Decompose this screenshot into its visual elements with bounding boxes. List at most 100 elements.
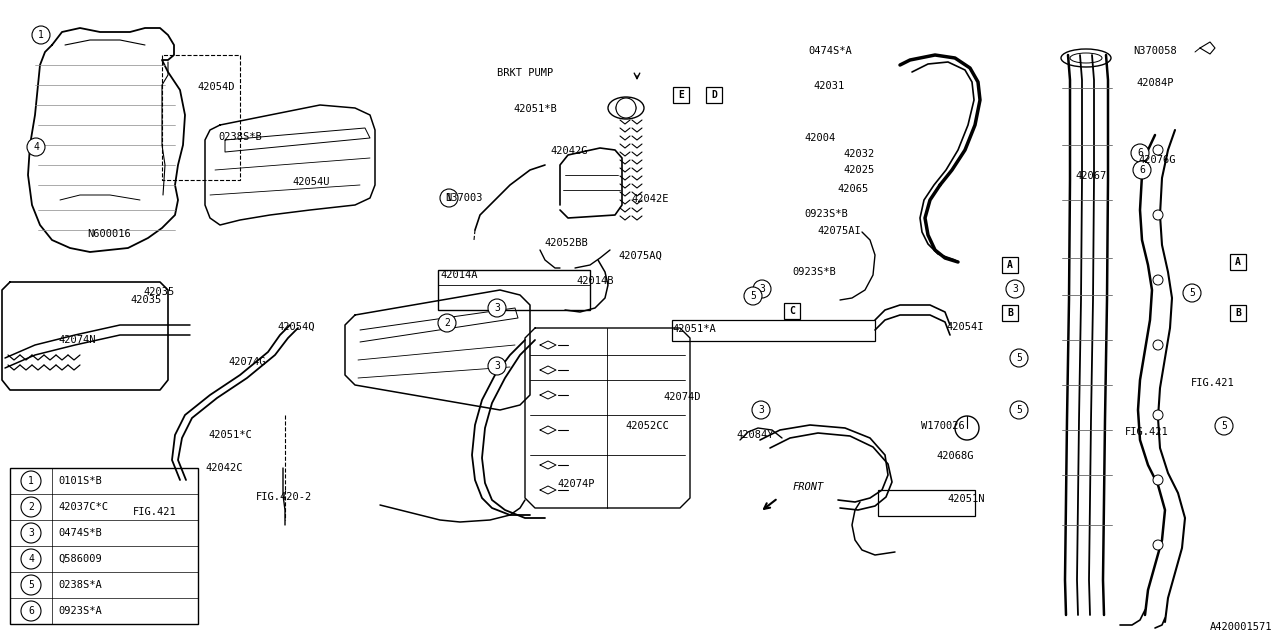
Bar (1002, 305, 1018, 321)
Text: 42067: 42067 (1075, 171, 1106, 181)
Text: 1: 1 (445, 193, 452, 203)
Circle shape (20, 575, 41, 595)
Text: 0923S*B: 0923S*B (792, 267, 836, 277)
Text: B: B (1235, 308, 1240, 318)
Text: 42075AI: 42075AI (817, 226, 860, 236)
Bar (438, 270, 590, 310)
Text: FIG.420-2: FIG.420-2 (256, 492, 312, 502)
Circle shape (1006, 280, 1024, 298)
Text: 42031: 42031 (813, 81, 845, 91)
Text: 42054U: 42054U (292, 177, 329, 187)
Bar (707, 87, 722, 103)
Text: 42025: 42025 (844, 165, 874, 175)
Text: 3: 3 (494, 361, 500, 371)
Text: A: A (1235, 257, 1240, 267)
Text: 42051N: 42051N (947, 494, 984, 504)
Text: 2: 2 (444, 318, 451, 328)
Circle shape (1153, 145, 1164, 155)
Circle shape (1010, 349, 1028, 367)
Text: 42052CC: 42052CC (625, 421, 668, 431)
Text: 0238S*A: 0238S*A (58, 580, 101, 590)
Bar (672, 320, 876, 341)
Text: 42052BB: 42052BB (544, 238, 588, 248)
Text: 3: 3 (758, 405, 764, 415)
Text: 42035: 42035 (131, 295, 161, 305)
Circle shape (438, 314, 456, 332)
Text: 42054Q: 42054Q (276, 322, 315, 332)
Bar (783, 303, 800, 319)
Circle shape (20, 497, 41, 517)
Bar (878, 490, 975, 516)
Circle shape (440, 189, 458, 207)
Bar (1230, 254, 1245, 270)
Text: 42074D: 42074D (663, 392, 700, 402)
Text: 42054D: 42054D (197, 82, 234, 92)
Circle shape (753, 280, 771, 298)
Text: 1: 1 (28, 476, 35, 486)
Text: 42004: 42004 (804, 133, 836, 143)
Text: FRONT: FRONT (794, 482, 824, 492)
Circle shape (20, 523, 41, 543)
Text: N370058: N370058 (1133, 46, 1176, 56)
Text: N37003: N37003 (445, 193, 483, 203)
Text: 3: 3 (28, 528, 35, 538)
Text: 5: 5 (1221, 421, 1228, 431)
Text: 5: 5 (750, 291, 756, 301)
Text: 42076G: 42076G (1138, 155, 1175, 165)
Text: 1: 1 (38, 30, 44, 40)
Circle shape (616, 98, 636, 118)
Circle shape (1010, 401, 1028, 419)
Circle shape (1153, 275, 1164, 285)
Text: 42035: 42035 (143, 287, 174, 297)
Text: 0474S*A: 0474S*A (808, 46, 851, 56)
Circle shape (1215, 417, 1233, 435)
Text: Q586009: Q586009 (58, 554, 101, 564)
Text: 42051*A: 42051*A (672, 324, 716, 334)
Circle shape (20, 471, 41, 491)
Text: 3: 3 (759, 284, 765, 294)
Text: N600016: N600016 (87, 229, 131, 239)
Text: 5: 5 (1016, 353, 1021, 363)
Text: A: A (1007, 260, 1012, 270)
Text: 42084Y: 42084Y (736, 430, 773, 440)
Circle shape (1153, 210, 1164, 220)
Circle shape (1183, 284, 1201, 302)
Text: D: D (712, 90, 717, 100)
Circle shape (20, 601, 41, 621)
Text: 5: 5 (1189, 288, 1196, 298)
Text: 42042C: 42042C (205, 463, 242, 473)
Circle shape (20, 549, 41, 569)
Text: 42065: 42065 (837, 184, 868, 194)
Circle shape (1132, 144, 1149, 162)
Circle shape (744, 287, 762, 305)
Text: W170026: W170026 (922, 421, 965, 431)
Text: 2: 2 (28, 502, 35, 512)
Text: 0923S*B: 0923S*B (804, 209, 847, 219)
Text: FIG.421: FIG.421 (1125, 427, 1169, 437)
Text: 42042G: 42042G (550, 146, 588, 156)
Text: FIG.421: FIG.421 (133, 507, 177, 517)
Bar (10, 468, 198, 624)
Text: BRKT PUMP: BRKT PUMP (497, 68, 553, 78)
Text: 42014A: 42014A (440, 270, 477, 280)
Text: E: E (678, 90, 684, 100)
Text: 42074P: 42074P (557, 479, 594, 489)
Circle shape (488, 357, 506, 375)
Text: 4: 4 (28, 554, 35, 564)
Text: C: C (788, 306, 795, 316)
Text: 42051*C: 42051*C (207, 430, 252, 440)
Circle shape (1153, 410, 1164, 420)
Circle shape (1133, 161, 1151, 179)
Text: 0474S*B: 0474S*B (58, 528, 101, 538)
Bar (673, 87, 689, 103)
Text: 6: 6 (1139, 165, 1144, 175)
Circle shape (1153, 475, 1164, 485)
Text: 3: 3 (1012, 284, 1018, 294)
Circle shape (27, 138, 45, 156)
Text: 42068G: 42068G (936, 451, 974, 461)
Text: 42084P: 42084P (1137, 78, 1174, 88)
Bar (1002, 257, 1018, 273)
Text: 42037C*C: 42037C*C (58, 502, 108, 512)
Text: 42051*B: 42051*B (513, 104, 557, 114)
Text: FIG.421: FIG.421 (1190, 378, 1235, 388)
